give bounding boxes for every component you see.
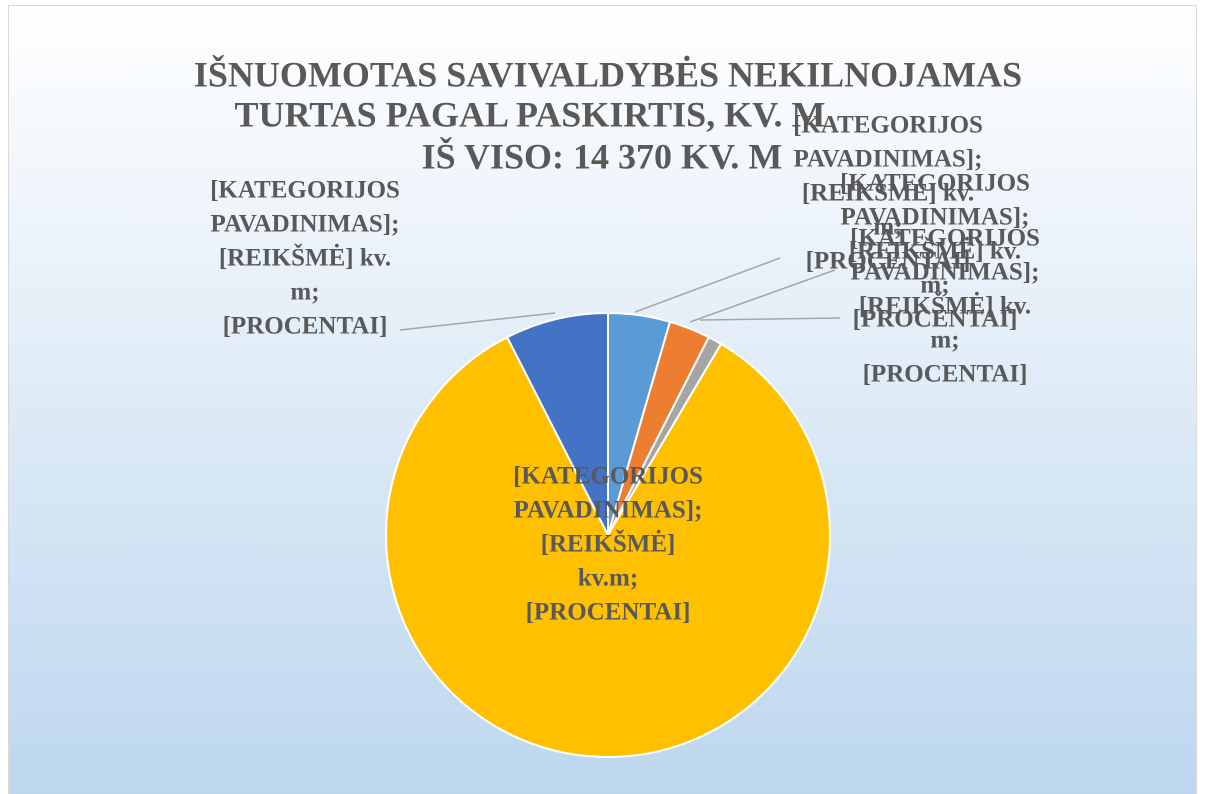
pie-slice [385, 335, 831, 758]
data-label: PAVADINIMAS]; [851, 259, 1040, 286]
data-label: [REIKŠMĖ] kv. [849, 237, 1021, 265]
data-label: PAVADINIMAS]; [211, 211, 400, 238]
data-label: PAVADINIMAS]; [514, 497, 703, 524]
pie-slice [505, 311, 609, 536]
data-label: [KATEGORIJOS [793, 112, 983, 139]
leader-line [634, 257, 781, 313]
chart-subtitle: IŠ VISO: 14 370 KV. M [422, 136, 783, 176]
chart-title: TURTAS PAGAL PASKIRTIS, KV. M [235, 94, 826, 134]
chart-title: IŠNUOMOTAS SAVIVALDYBĖS NEKILNOJAMAS [194, 54, 1022, 94]
leader-line [699, 317, 841, 321]
data-label: kv.m; [578, 565, 638, 592]
data-label: m; [873, 214, 902, 241]
data-label: [KATEGORIJOS [513, 463, 703, 490]
data-label: [KATEGORIJOS [850, 225, 1040, 252]
leader-line [399, 312, 556, 331]
data-label: [KATEGORIJOS [840, 170, 1030, 197]
data-label: [KATEGORIJOS [210, 177, 400, 204]
leader-line [689, 269, 836, 323]
data-label: [PROCENTAI] [526, 599, 691, 626]
data-label: m; [930, 327, 959, 354]
data-label: [PROCENTAI] [863, 361, 1028, 388]
data-label: m; [290, 279, 319, 306]
data-label: [REIKŠMĖ] [541, 530, 676, 558]
data-label: PAVADINIMAS]; [841, 204, 1030, 231]
data-label: PAVADINIMAS]; [794, 146, 983, 173]
data-label: [REIKŠMĖ] kv. [802, 179, 974, 207]
data-label: [PROCENTAI] [853, 306, 1018, 333]
data-label: m; [920, 272, 949, 299]
data-label: [REIKŠMĖ] kv. [219, 244, 391, 272]
data-label: [PROCENTAI] [223, 313, 388, 340]
data-label: [REIKŠMĖ] kv. [859, 292, 1031, 320]
